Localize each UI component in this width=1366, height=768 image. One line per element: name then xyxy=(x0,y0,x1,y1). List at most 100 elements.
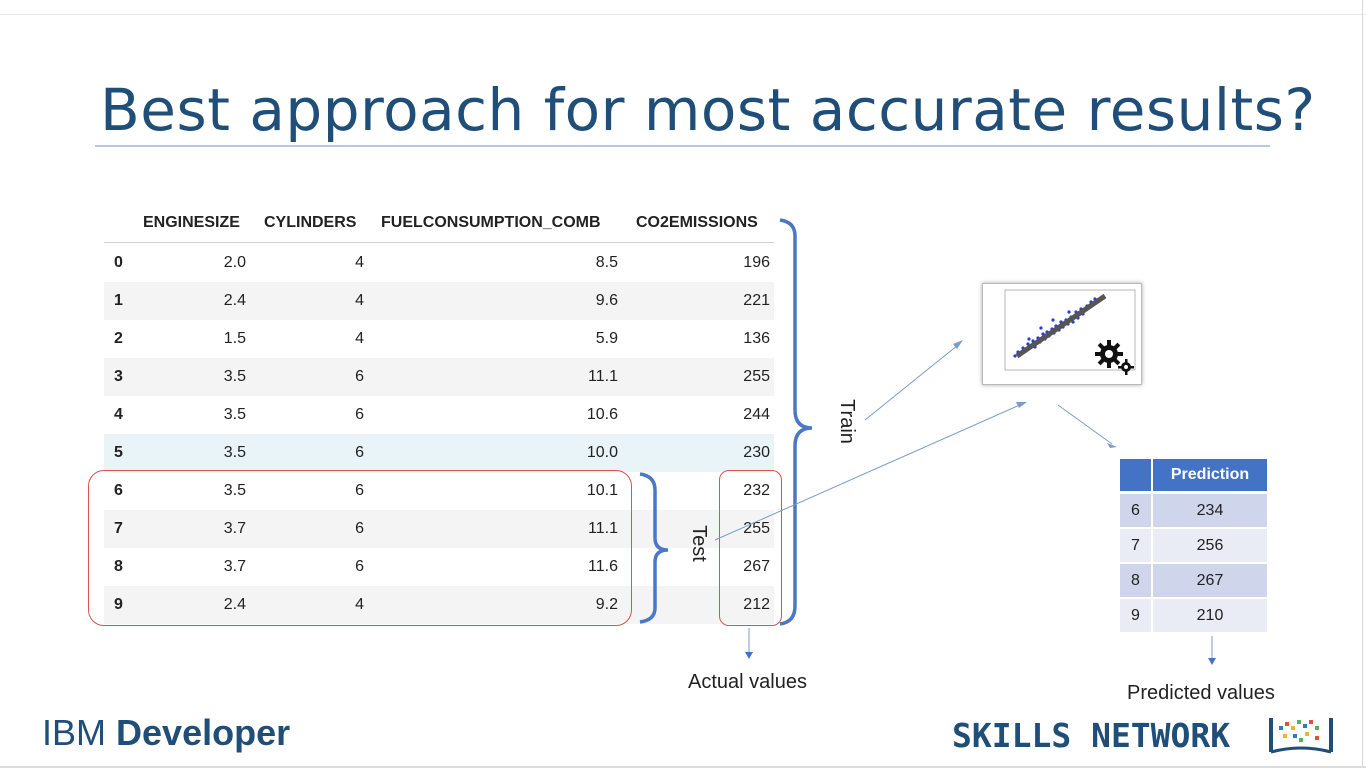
header-divider xyxy=(104,242,774,243)
prediction-header-index xyxy=(1120,459,1151,491)
cell-cylinders: 6 xyxy=(355,520,364,537)
prediction-value: 256 xyxy=(1153,529,1267,562)
prediction-value: 210 xyxy=(1153,599,1267,632)
header-enginesize: ENGINESIZE xyxy=(143,214,240,231)
skills-network-book-icon xyxy=(1269,718,1333,754)
cell-cylinders: 6 xyxy=(355,368,364,385)
predicted-values-label: Predicted values xyxy=(1127,682,1275,704)
ibm-suffix: Developer xyxy=(116,712,291,753)
prediction-index: 8 xyxy=(1120,564,1151,597)
cell-enginesize: 3.7 xyxy=(223,520,246,537)
prediction-header: Prediction xyxy=(1120,459,1267,491)
cell-enginesize: 3.5 xyxy=(223,406,246,423)
prediction-value: 234 xyxy=(1153,494,1267,527)
arrow-model-to-prediction xyxy=(1057,404,1113,445)
cell-co2: 212 xyxy=(743,596,770,613)
header-fuelconsumption: FUELCONSUMPTION_COMB xyxy=(381,214,601,231)
table-row: 7 3.7 6 11.1 255 xyxy=(104,510,774,548)
cell-fuel: 9.6 xyxy=(595,292,618,309)
row-index: 4 xyxy=(114,406,123,423)
test-label: Test xyxy=(687,525,710,562)
cell-fuel: 10.0 xyxy=(586,444,618,461)
arrow-head xyxy=(745,652,753,659)
prediction-index: 7 xyxy=(1120,529,1151,562)
cell-fuel: 11.1 xyxy=(588,368,618,385)
train-label: Train xyxy=(835,399,858,444)
arrow-head xyxy=(1016,402,1027,408)
cell-fuel: 8.5 xyxy=(595,254,618,271)
gears-icon xyxy=(1095,340,1134,375)
prediction-header-label: Prediction xyxy=(1153,459,1267,491)
arrow-test-to-model xyxy=(714,403,1023,541)
arrow-head xyxy=(1208,658,1216,665)
table-row: 1 2.4 4 9.6 221 xyxy=(104,282,774,320)
table-row: 8 3.7 6 11.6 267 xyxy=(104,548,774,586)
row-index: 8 xyxy=(114,558,123,575)
test-features-box xyxy=(88,470,632,626)
prediction-row: 6 234 xyxy=(1120,494,1267,527)
right-border xyxy=(1362,0,1363,768)
cell-enginesize: 3.5 xyxy=(223,482,246,499)
cell-fuel: 11.6 xyxy=(588,558,618,575)
cell-enginesize: 3.5 xyxy=(223,368,246,385)
cell-cylinders: 4 xyxy=(355,596,364,613)
cell-fuel: 10.6 xyxy=(586,406,618,423)
arrow-head xyxy=(1107,443,1117,448)
cell-cylinders: 6 xyxy=(355,406,364,423)
train-brace xyxy=(779,218,813,626)
cell-cylinders: 6 xyxy=(355,482,364,499)
cell-cylinders: 4 xyxy=(355,292,364,309)
prediction-index: 6 xyxy=(1120,494,1151,527)
cell-co2: 232 xyxy=(743,482,770,499)
prediction-value: 267 xyxy=(1153,564,1267,597)
regression-line xyxy=(1015,293,1107,359)
cell-fuel: 9.2 xyxy=(595,596,618,613)
cell-cylinders: 6 xyxy=(355,444,364,461)
top-border xyxy=(0,14,1366,15)
table-row: 9 2.4 4 9.2 212 xyxy=(104,586,774,624)
cell-co2: 244 xyxy=(743,406,770,423)
cell-co2: 230 xyxy=(743,444,770,461)
cell-fuel: 10.1 xyxy=(586,482,618,499)
row-index: 5 xyxy=(114,444,123,461)
ibm-developer-logo: IBM Developer xyxy=(42,712,290,754)
row-index: 9 xyxy=(114,596,123,613)
row-index: 1 xyxy=(114,292,123,309)
cell-co2: 136 xyxy=(743,330,770,347)
scatter-plot-thumbnail xyxy=(982,283,1142,385)
table-row: 2 1.5 4 5.9 136 xyxy=(104,320,774,358)
arrow-train-to-model xyxy=(864,344,959,421)
cell-fuel: 5.9 xyxy=(595,330,618,347)
header-cylinders: CYLINDERS xyxy=(264,214,357,231)
row-index: 6 xyxy=(114,482,123,499)
prediction-row: 8 267 xyxy=(1120,564,1267,597)
cell-cylinders: 4 xyxy=(355,254,364,271)
cell-co2: 255 xyxy=(743,368,770,385)
cell-enginesize: 3.5 xyxy=(223,444,246,461)
cell-enginesize: 2.0 xyxy=(223,254,246,271)
cell-co2: 196 xyxy=(743,254,770,271)
cell-enginesize: 1.5 xyxy=(223,330,246,347)
prediction-row: 9 210 xyxy=(1120,599,1267,632)
cell-enginesize: 2.4 xyxy=(223,596,246,613)
row-index: 0 xyxy=(114,254,123,271)
bottom-border xyxy=(0,766,1366,768)
actual-values-label: Actual values xyxy=(688,671,807,693)
prediction-index: 9 xyxy=(1120,599,1151,632)
row-index: 3 xyxy=(114,368,123,385)
table-row: 5 3.5 6 10.0 230 xyxy=(104,434,774,472)
cell-co2: 221 xyxy=(743,292,770,309)
slide-title: Best approach for most accurate results? xyxy=(100,76,1316,144)
cell-fuel: 11.1 xyxy=(588,520,618,537)
cell-co2: 267 xyxy=(743,558,770,575)
arrow-head xyxy=(953,340,963,349)
cell-enginesize: 3.7 xyxy=(223,558,246,575)
row-index: 7 xyxy=(114,520,123,537)
test-brace xyxy=(639,472,669,624)
ibm-prefix: IBM xyxy=(42,712,107,753)
header-co2emissions: CO2EMISSIONS xyxy=(636,214,758,231)
prediction-row: 7 256 xyxy=(1120,529,1267,562)
cell-cylinders: 6 xyxy=(355,558,364,575)
